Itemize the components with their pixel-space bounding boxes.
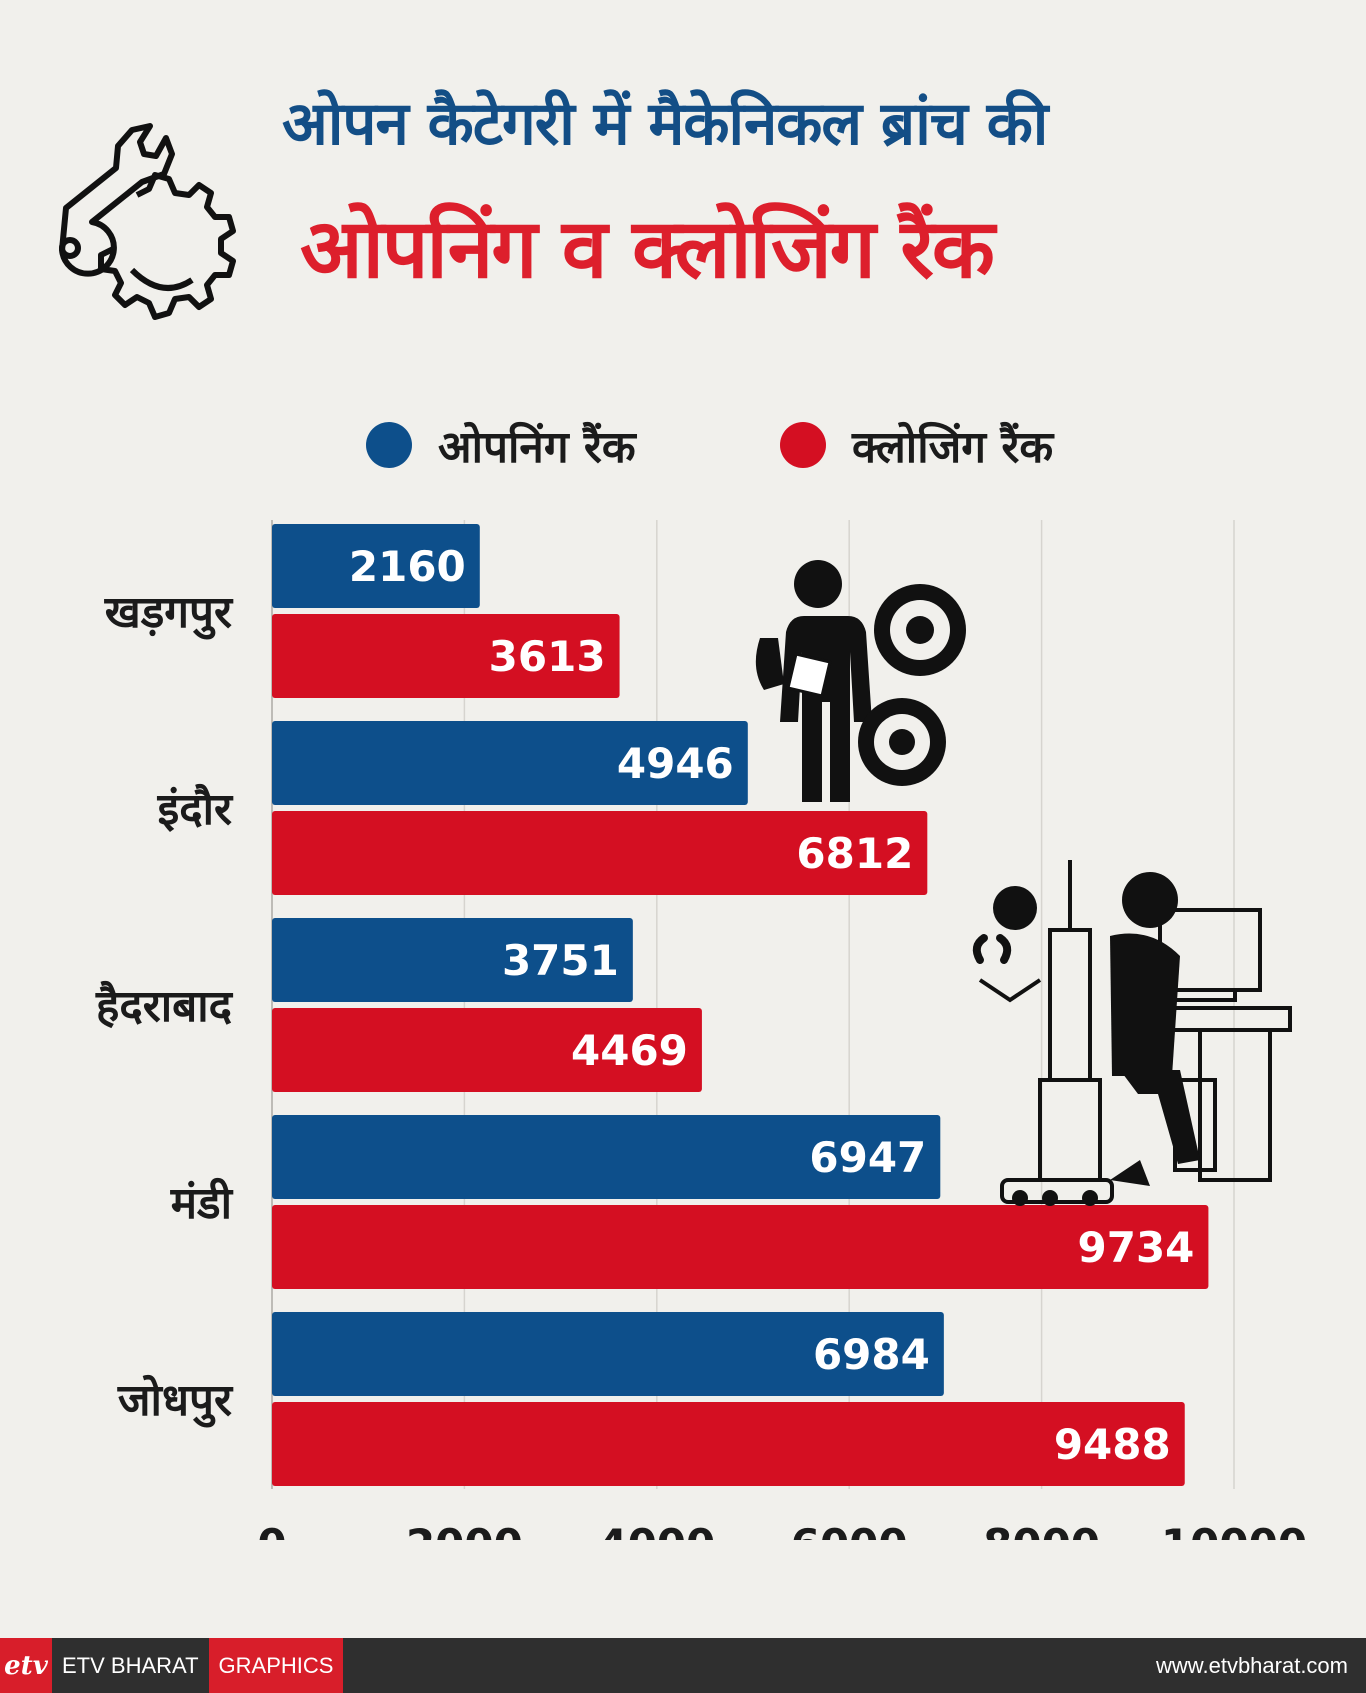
bar [272, 918, 633, 1002]
footer-bar: etv ETV BHARAT GRAPHICS www.etvbharat.co… [0, 1638, 1366, 1693]
gear-wrench-icon [59, 123, 236, 320]
bar [272, 811, 928, 895]
data-label: 6812 [796, 829, 913, 878]
footer-brand: ETV BHARAT [62, 1652, 199, 1678]
legend-label-opening: ओपनिंग रैंक [438, 422, 636, 473]
legend-dot-closing [780, 422, 826, 468]
bar [272, 721, 748, 805]
data-label: 6947 [809, 1133, 926, 1182]
category-label: हैदराबाद [95, 980, 234, 1032]
data-label: 4469 [571, 1026, 688, 1075]
data-label: 9734 [1078, 1223, 1195, 1272]
tick-label: 8000 [983, 1520, 1100, 1540]
title-line-2: ओपनिंग व क्लोजिंग रैंक [300, 202, 995, 297]
legend-item-opening: ओपनिंग रैंक [366, 410, 636, 480]
etv-logo: etv [0, 1638, 52, 1693]
bar [272, 614, 620, 698]
bar [272, 1008, 702, 1092]
data-label: 3751 [502, 936, 619, 985]
bar [272, 1402, 1185, 1486]
student-gears-icon [755, 560, 966, 802]
category-label: जोधपुर [117, 1374, 234, 1428]
engineer-robot-icon [972, 860, 1292, 1206]
title-line-1: ओपन कैटेगरी में मैकेनिकल ब्रांच की [282, 89, 1048, 159]
category-label: मंडी [170, 1177, 234, 1229]
footer-website: www.etvbharat.com [1156, 1652, 1348, 1678]
tick-label: 0 [257, 1520, 286, 1540]
category-label: इंदौर [157, 783, 234, 835]
tick-label: 4000 [598, 1520, 715, 1540]
tick-label: 6000 [791, 1520, 908, 1540]
data-label: 9488 [1054, 1420, 1171, 1469]
tick-label: 10000 [1161, 1520, 1307, 1540]
footer-graphics-tag: GRAPHICS [208, 1638, 344, 1693]
data-label: 3613 [489, 632, 606, 681]
data-label: 4946 [617, 739, 734, 788]
bar-chart: 2160 3613 खड़गपुर 4946 6812 इंदौर 3751 4469 हैदर… [95, 520, 1307, 1540]
tick-label: 2000 [406, 1520, 523, 1540]
category-label: खड़गपुर [104, 587, 234, 640]
data-label: 6984 [813, 1330, 930, 1379]
bar [272, 1312, 944, 1396]
legend-item-closing: क्लोजिंग रैंक [780, 410, 1053, 480]
bar [272, 524, 480, 608]
bar [272, 1205, 1209, 1289]
bar [272, 1115, 941, 1199]
legend-label-closing: क्लोजिंग रैंक [852, 422, 1054, 473]
legend-dot-opening [366, 422, 412, 468]
data-label: 2160 [349, 542, 466, 591]
